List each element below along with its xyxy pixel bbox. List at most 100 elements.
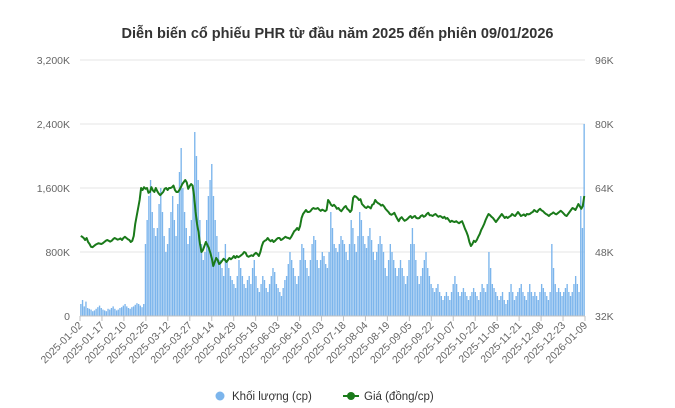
volume-bar: [401, 268, 403, 316]
volume-bar: [328, 252, 330, 316]
volume-bar: [488, 252, 490, 316]
price-line-group: [80, 179, 586, 267]
volume-bar: [160, 188, 162, 316]
volume-bar: [544, 292, 546, 316]
left-tick-label: 1,600K: [37, 183, 70, 195]
volume-bar: [112, 306, 114, 316]
volume-bar: [209, 180, 211, 316]
volume-bar: [581, 228, 584, 316]
volume-bar: [105, 311, 108, 316]
volume-bar: [476, 296, 478, 316]
volume-bar: [311, 244, 313, 316]
volume-bar: [262, 276, 264, 316]
volume-bar: [415, 260, 417, 316]
volume-bar: [398, 268, 400, 316]
volume-bar: [559, 292, 562, 316]
volume-bar: [287, 264, 289, 316]
volume-bar: [100, 308, 102, 316]
volume-bar: [90, 309, 92, 316]
volume-bar: [182, 188, 184, 316]
volume-bar: [318, 268, 320, 316]
volume-bar: [510, 284, 512, 316]
volume-bar: [421, 268, 424, 316]
volume-bar: [178, 172, 181, 316]
volume-bar: [255, 276, 257, 316]
volume-bar: [464, 292, 466, 316]
volume-bar: [161, 212, 164, 316]
volume-bar: [520, 284, 522, 316]
volume-bar: [376, 252, 378, 316]
volume-bar: [483, 288, 485, 316]
volume-bar: [540, 284, 543, 316]
volume-bar: [420, 276, 422, 316]
legend-item-volume[interactable]: Khối lượng (cp): [215, 391, 312, 403]
volume-bar: [263, 280, 266, 316]
volume-bar: [194, 132, 196, 316]
volume-bar: [248, 276, 250, 316]
volume-bar: [551, 244, 553, 316]
volume-bar: [171, 196, 174, 316]
volume-bar: [563, 292, 565, 316]
volume-bar: [523, 296, 526, 316]
volume-bar: [231, 280, 233, 316]
volume-bar: [80, 304, 82, 316]
volume-bar: [272, 268, 274, 316]
volume-bar: [387, 260, 390, 316]
volume-bar: [197, 180, 199, 316]
volume-bar: [216, 236, 218, 316]
volume-bar: [102, 309, 104, 316]
volume-bar: [445, 292, 448, 316]
volume-bar: [168, 228, 170, 316]
volume-bar: [546, 296, 548, 316]
volume-bar: [444, 296, 446, 316]
volume-bar: [126, 306, 128, 316]
volume-bar: [316, 260, 318, 316]
volume-bar: [522, 292, 524, 316]
volume-bar: [381, 244, 383, 316]
volume-bar: [86, 308, 89, 316]
volume-bar: [325, 264, 327, 316]
volume-bar: [98, 305, 101, 316]
volume-bar: [110, 308, 113, 316]
volume-bar: [149, 180, 152, 316]
volume-bar: [236, 276, 238, 316]
volume-bar: [163, 236, 165, 316]
volume-bar: [353, 244, 356, 316]
volume-bar: [199, 220, 201, 316]
volume-bar: [549, 292, 551, 316]
volume-bar: [190, 220, 193, 316]
legend-item-price[interactable]: Giá (đồng/cp): [343, 391, 434, 403]
volume-bar: [229, 276, 232, 316]
volume-bar: [416, 276, 419, 316]
volume-bar: [461, 292, 463, 316]
volume-bar: [277, 288, 279, 316]
volume-bar: [117, 309, 119, 316]
volume-bar: [389, 244, 391, 316]
volume-bar: [452, 284, 454, 316]
volume-bar: [187, 244, 189, 316]
legend-volume-label: Khối lượng (cp): [232, 391, 312, 403]
volume-bar: [374, 260, 376, 316]
volume-bar: [513, 300, 516, 316]
left-tick-label: 2,400K: [37, 119, 70, 131]
volume-bar: [83, 306, 85, 316]
volume-bar: [180, 148, 182, 316]
volume-bar: [122, 305, 125, 316]
volume-bar: [282, 288, 284, 316]
volume-bar: [438, 292, 441, 316]
volume-bar: [109, 309, 111, 316]
volume-bar: [250, 284, 252, 316]
volume-bar: [223, 276, 225, 316]
volume-bar: [532, 296, 534, 316]
volume-bar: [554, 284, 556, 316]
volume-bar: [258, 292, 261, 316]
volume-bar: [574, 276, 577, 316]
volume-bar: [234, 288, 237, 316]
volume-bar: [304, 260, 306, 316]
volume-bar: [491, 284, 494, 316]
volume-bar: [432, 288, 434, 316]
volume-bar: [299, 260, 301, 316]
volume-bar: [474, 292, 477, 316]
volume-bar: [449, 300, 451, 316]
